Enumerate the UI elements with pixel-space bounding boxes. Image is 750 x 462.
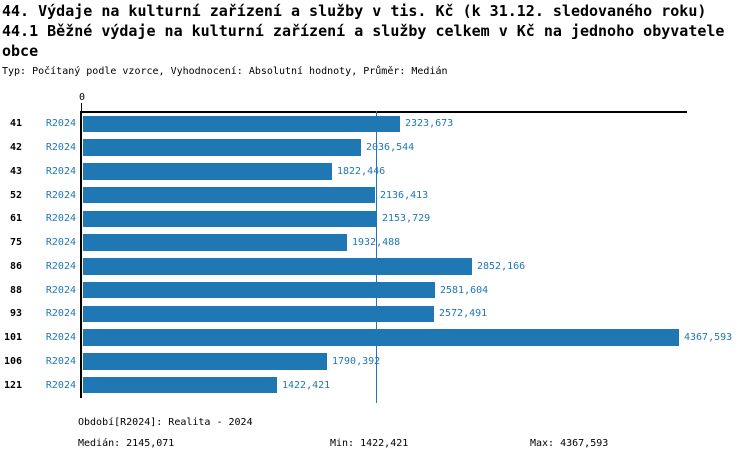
bar-chart: 0 41 R2024 2323,673 42 R2024 2036,544 43 R2024 1… (0, 90, 750, 410)
row-category-label: 43 (9, 165, 22, 177)
row-series-label: R2024 (45, 308, 76, 320)
bar (83, 115, 400, 133)
row-series-label: R2024 (45, 284, 76, 296)
bar (83, 305, 434, 323)
x-axis-zero-tick (81, 103, 82, 112)
bar (83, 139, 361, 156)
row-series-label: R2024 (45, 118, 76, 130)
row-category-label: 61 (9, 213, 22, 225)
bar-row: 106 R2024 1790,392 (0, 350, 750, 374)
row-series-label: R2024 (45, 237, 76, 249)
bar (83, 234, 347, 251)
row-category-label: 106 (3, 355, 22, 367)
bar-row: 42 R2024 2036,544 (0, 136, 750, 160)
bar-zone: 1822,446 (83, 160, 750, 184)
report-header: 44. Výdaje na kulturní zařízení a služby… (2, 1, 744, 61)
legend-period: Období[R2024]: Realita - 2024 (78, 417, 253, 428)
stat-min: Min: 1422,421 (330, 438, 409, 449)
row-category-label: 42 (9, 142, 22, 154)
bar-zone: 2581,604 (83, 278, 750, 302)
bar-value-label: 2153,729 (382, 213, 431, 225)
row-category-label: 75 (9, 237, 22, 249)
bar-row: 61 R2024 2153,729 (0, 207, 750, 231)
bar (83, 163, 332, 180)
median-line (376, 111, 377, 403)
bar-value-label: 4367,593 (684, 332, 733, 344)
bar-value-label: 2036,544 (366, 142, 415, 154)
row-series-label: R2024 (45, 332, 76, 344)
bar (83, 186, 375, 204)
bar-zone: 1932,488 (83, 231, 750, 255)
row-category-label: 121 (3, 379, 22, 391)
bar-zone: 1422,421 (83, 373, 750, 397)
bar-row: 41 R2024 2323,673 (0, 112, 750, 136)
bar (83, 376, 277, 394)
bar-value-label: 1422,421 (282, 379, 331, 391)
report-subtitle: Typ: Počítaný podle vzorce, Vyhodnocení:… (2, 66, 448, 77)
bar-row: 86 R2024 2852,166 (0, 255, 750, 279)
row-series-label: R2024 (45, 165, 76, 177)
x-axis-line (80, 111, 687, 113)
bar-value-label: 1932,488 (352, 237, 401, 249)
row-series-label: R2024 (45, 189, 76, 201)
stat-max: Max: 4367,593 (530, 438, 609, 449)
bar-row: 75 R2024 1932,488 (0, 231, 750, 255)
y-axis-line (80, 111, 82, 398)
row-series-label: R2024 (45, 260, 76, 272)
bar-zone: 2036,544 (83, 136, 750, 160)
row-series-label: R2024 (45, 379, 76, 391)
bar-value-label: 1790,392 (332, 355, 381, 367)
bar (83, 258, 472, 275)
bar-value-label: 2852,166 (477, 260, 526, 272)
bar-zone: 1790,392 (83, 350, 750, 374)
bar-row: 93 R2024 2572,491 (0, 302, 750, 326)
bar-value-label: 1822,446 (337, 165, 386, 177)
report-title-line1: 44. Výdaje na kulturní zařízení a služby… (2, 2, 707, 20)
bar (83, 281, 435, 299)
bar-row: 88 R2024 2581,604 (0, 278, 750, 302)
bar-zone: 2153,729 (83, 207, 750, 231)
bar (83, 210, 377, 228)
row-series-label: R2024 (45, 213, 76, 225)
stat-median: Medián: 2145,071 (78, 438, 175, 449)
bar-zone: 2136,413 (83, 183, 750, 207)
bar-zone: 4367,593 (83, 326, 750, 350)
bar-zone: 2323,673 (83, 112, 750, 136)
row-category-label: 101 (3, 332, 22, 344)
row-series-label: R2024 (45, 355, 76, 367)
row-category-label: 93 (9, 308, 22, 320)
bar-value-label: 2572,491 (439, 308, 488, 320)
bar-row: 52 R2024 2136,413 (0, 183, 750, 207)
row-series-label: R2024 (45, 142, 76, 154)
bar (83, 329, 679, 346)
row-category-label: 88 (9, 284, 22, 296)
row-category-label: 86 (9, 260, 22, 272)
x-axis-zero-label: 0 (78, 92, 86, 103)
bar-value-label: 2136,413 (380, 189, 429, 201)
bar-zone: 2852,166 (83, 255, 750, 279)
bar-rows: 41 R2024 2323,673 42 R2024 2036,544 43 R2024 182… (0, 112, 750, 397)
bar-row: 43 R2024 1822,446 (0, 160, 750, 184)
bar-row: 101 R2024 4367,593 (0, 326, 750, 350)
bar-zone: 2572,491 (83, 302, 750, 326)
bar-value-label: 2323,673 (405, 118, 454, 130)
row-category-label: 41 (9, 118, 22, 130)
row-category-label: 52 (9, 189, 22, 201)
bar (83, 353, 327, 370)
bar-row: 121 R2024 1422,421 (0, 373, 750, 397)
report-title-line2: 44.1 Běžné výdaje na kulturní zařízení a… (2, 22, 725, 60)
bar-value-label: 2581,604 (440, 284, 489, 296)
